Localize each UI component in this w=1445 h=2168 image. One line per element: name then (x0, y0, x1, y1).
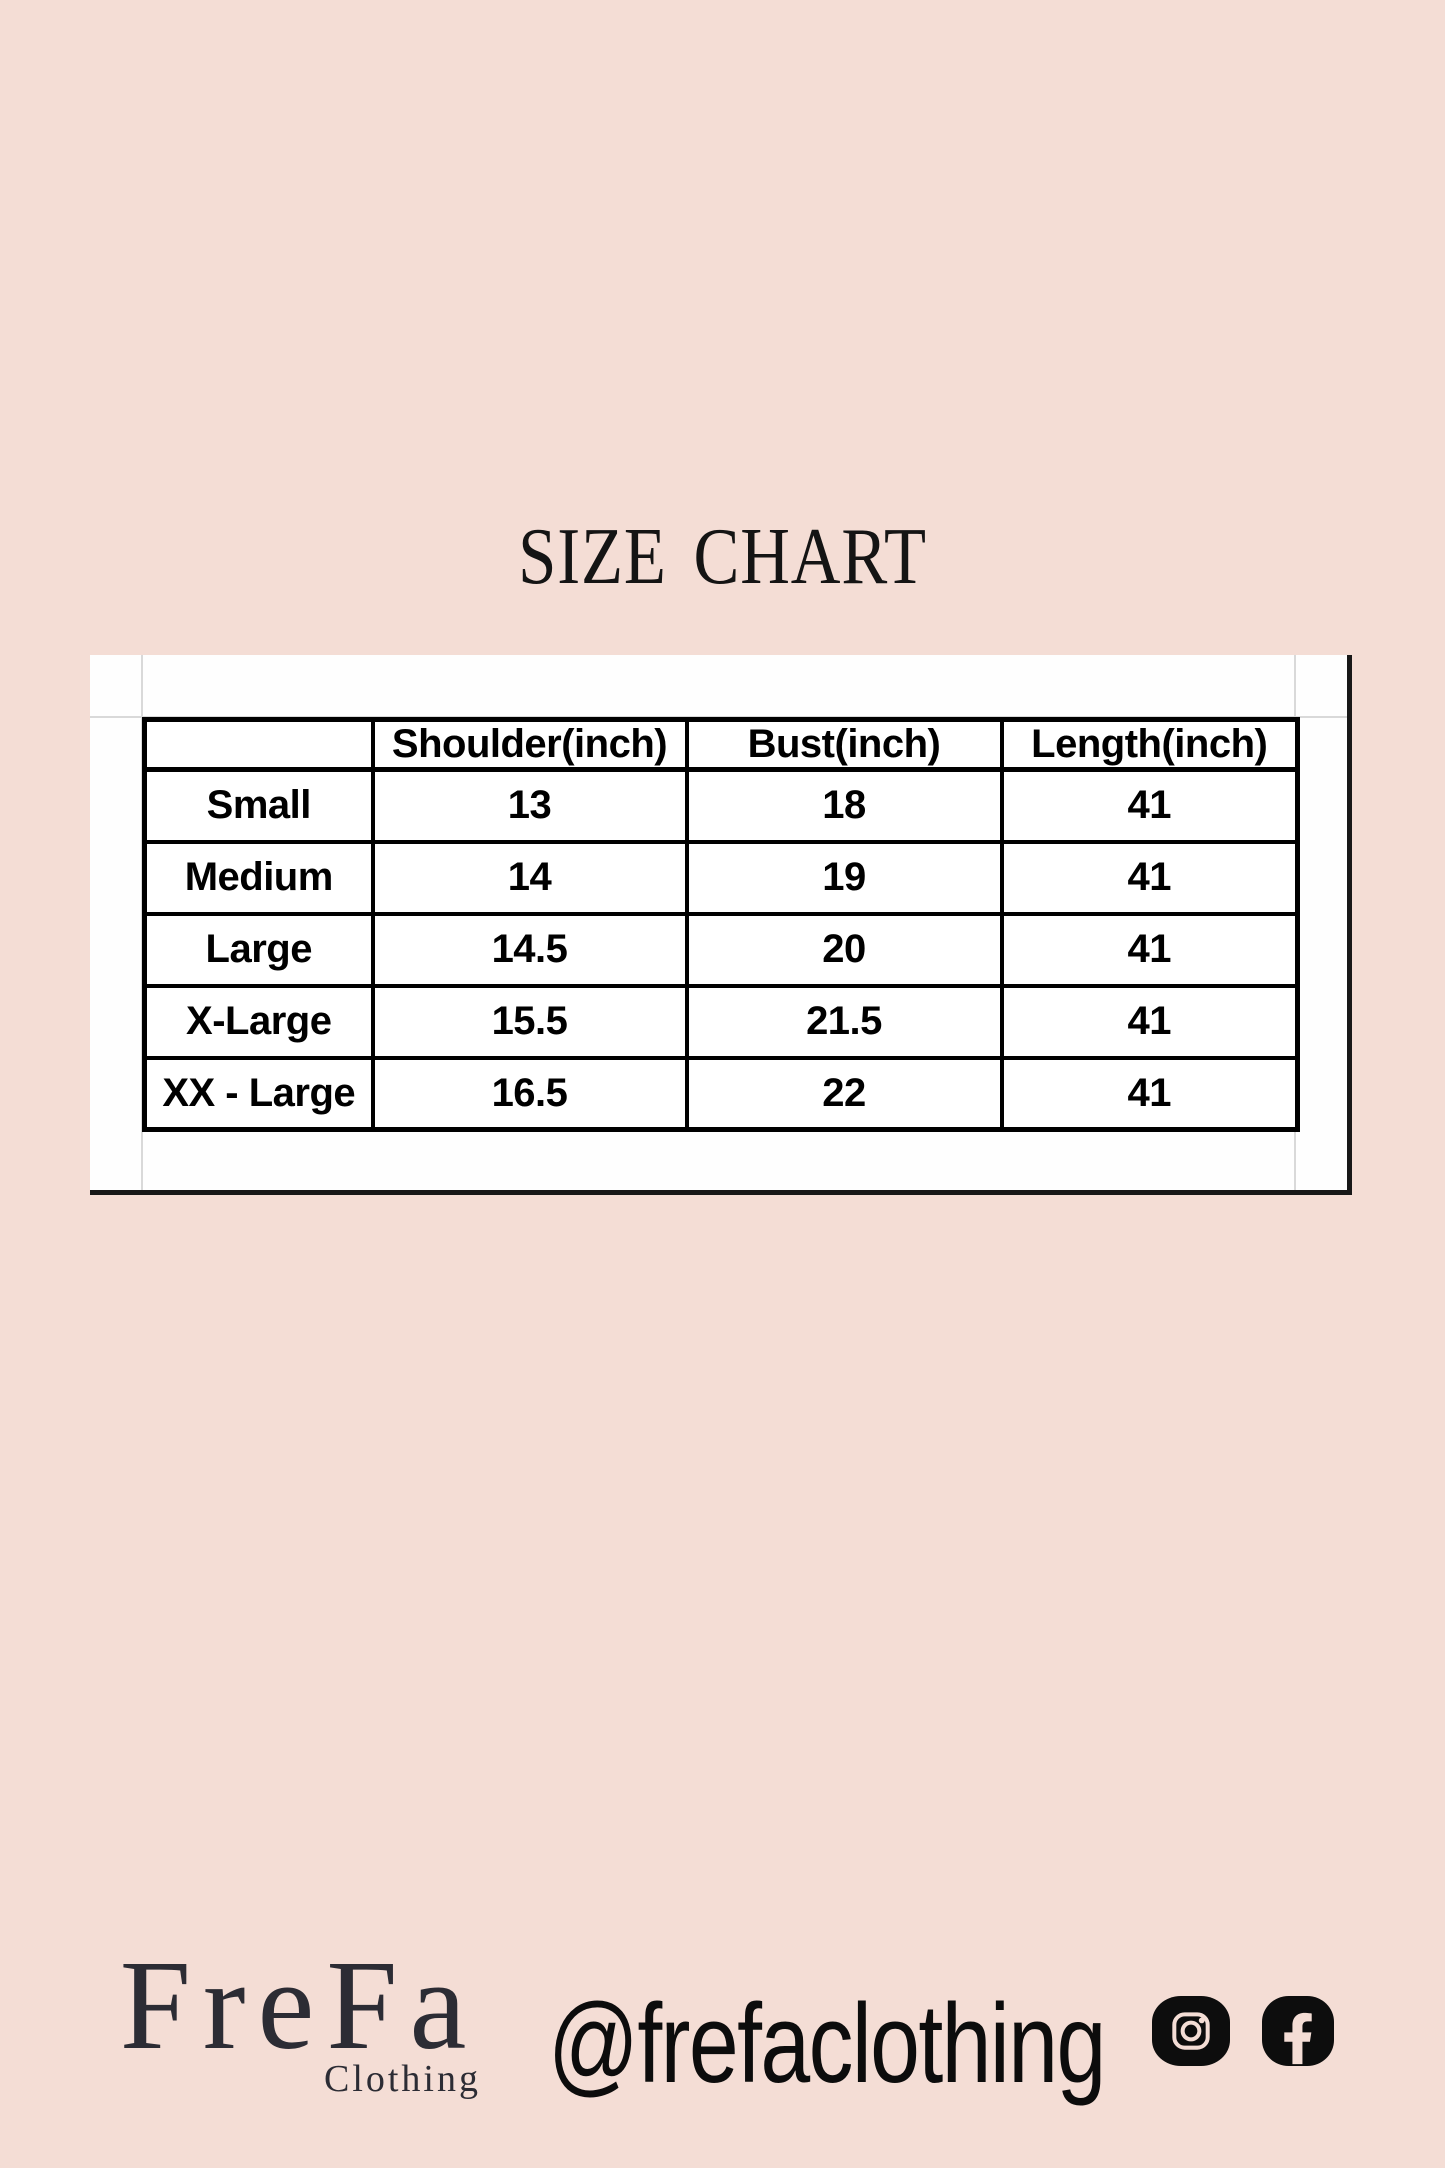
cell-length: 41 (999, 911, 1300, 988)
header-cell-shoulder: Shoulder(inch) (370, 717, 689, 772)
table-row-xx-large: XX - Large 16.5 22 41 (142, 1055, 1300, 1132)
brand-name: FreFa (119, 1934, 479, 2076)
row-label: Small (142, 767, 375, 844)
row-label: Large (142, 911, 375, 988)
row-label: X-Large (142, 983, 375, 1060)
instagram-icon[interactable] (1152, 1996, 1230, 2066)
facebook-icon[interactable] (1262, 1996, 1334, 2066)
page-title: SIZE CHART (518, 513, 927, 601)
cell-bust: 21.5 (684, 983, 1004, 1060)
cell-bust: 20 (684, 911, 1004, 988)
cell-shoulder: 16.5 (370, 1055, 689, 1132)
table-row-small: Small 13 18 41 (142, 767, 1300, 844)
table-row-large: Large 14.5 20 41 (142, 911, 1300, 988)
cell-length: 41 (999, 767, 1300, 844)
brand-subtitle: Clothing (323, 2058, 481, 2100)
cell-length: 41 (999, 1055, 1300, 1132)
size-table: Shoulder(inch) Bust(inch) Length(inch) S… (142, 717, 1300, 1132)
table-row-medium: Medium 14 19 41 (142, 839, 1300, 916)
cell-bust: 22 (684, 1055, 1004, 1132)
size-chart-card: Shoulder(inch) Bust(inch) Length(inch) S… (90, 655, 1352, 1195)
table-header-row: Shoulder(inch) Bust(inch) Length(inch) (142, 717, 1300, 772)
social-handle: @frefaclothing (548, 1981, 1106, 2106)
cell-bust: 18 (684, 767, 1004, 844)
header-cell-bust: Bust(inch) (684, 717, 1004, 772)
cell-shoulder: 14.5 (370, 911, 689, 988)
cell-length: 41 (999, 839, 1300, 916)
header-cell-size (142, 717, 375, 772)
row-label: XX - Large (142, 1055, 375, 1132)
header-cell-length: Length(inch) (999, 717, 1300, 772)
cell-shoulder: 13 (370, 767, 689, 844)
cell-shoulder: 15.5 (370, 983, 689, 1060)
table-row-x-large: X-Large 15.5 21.5 41 (142, 983, 1300, 1060)
brand-logo: FreFa Clothing (113, 1941, 485, 2111)
cell-shoulder: 14 (370, 839, 689, 916)
row-label: Medium (142, 839, 375, 916)
cell-bust: 19 (684, 839, 1004, 916)
cell-length: 41 (999, 983, 1300, 1060)
